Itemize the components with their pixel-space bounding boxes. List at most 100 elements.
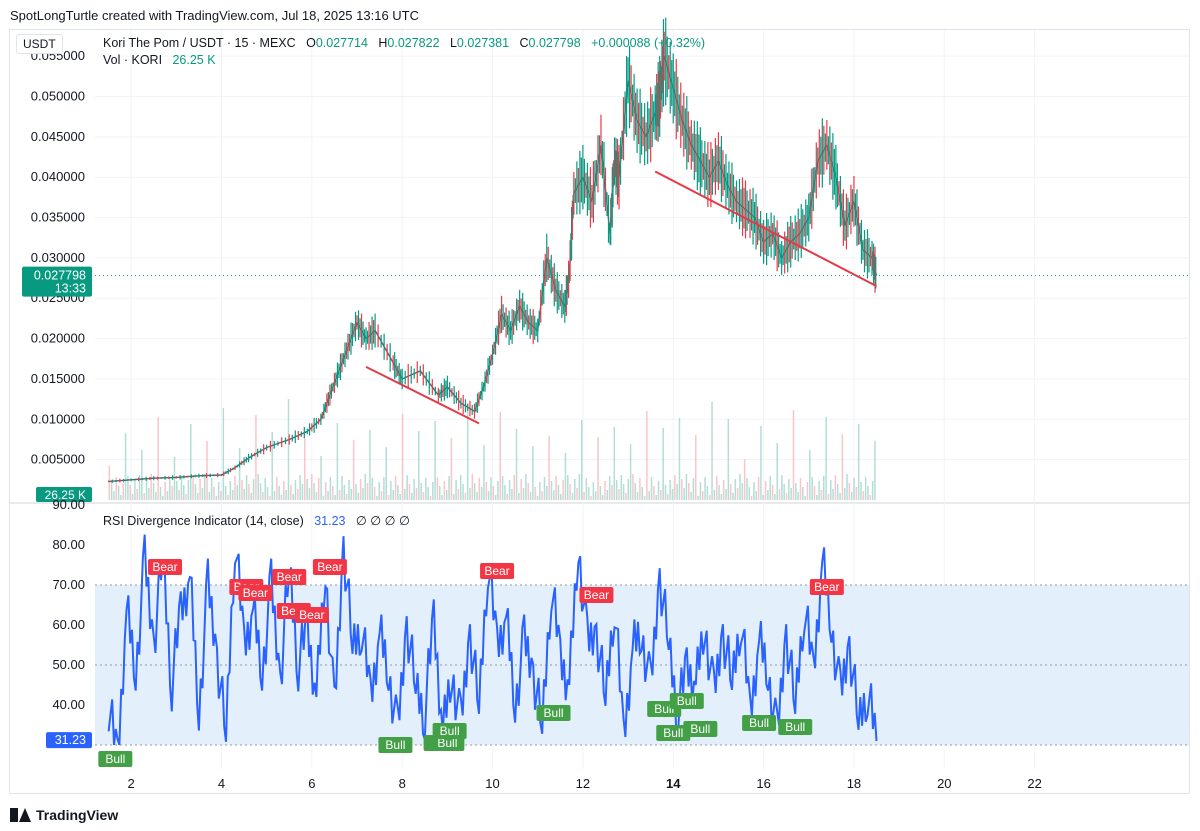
volume-bar: [399, 494, 401, 500]
volume-bar: [201, 488, 204, 500]
volume-label[interactable]: Vol · KORI: [103, 53, 163, 67]
volume-bar: [836, 484, 839, 500]
volume-bar: [478, 478, 481, 500]
volume-legend: Vol · KORI 26.25 K: [103, 53, 216, 67]
volume-bar: [415, 488, 418, 500]
close-label: C: [519, 36, 529, 50]
volume-bar: [257, 474, 259, 500]
volume-bar: [485, 482, 488, 500]
volume-bar: [690, 492, 692, 500]
bear-label: [272, 569, 307, 585]
volume-bar: [259, 483, 262, 500]
volume-bar: [590, 496, 592, 500]
volume-bar: [459, 475, 462, 500]
main-legend: Kori The Pom / USDT · 15 · MEXC O0.02771…: [103, 36, 705, 50]
bear-label: [238, 585, 273, 601]
symbol-name[interactable]: Kori The Pom / USDT · 15 · MEXC: [103, 36, 296, 50]
volume-bar: [434, 421, 436, 500]
close-value: 0.027798: [528, 36, 581, 50]
time-tick-label: 12: [576, 776, 590, 791]
volume-bar: [208, 492, 211, 500]
volume-bar: [313, 483, 315, 500]
volume-bar: [462, 484, 464, 500]
volume-bar: [406, 475, 408, 500]
volume-bar: [341, 476, 343, 500]
bull-label: [432, 723, 467, 739]
volume-bar: [397, 485, 399, 500]
volume-bar: [718, 485, 720, 500]
volume-bar: [173, 457, 176, 500]
volume-bar: [853, 478, 855, 500]
volume-bar: [764, 481, 767, 500]
volume-bar: [290, 485, 292, 500]
divergence-label-text: Bear: [277, 570, 302, 584]
volume-bar: [729, 484, 732, 500]
volume-bar: [848, 483, 851, 500]
price-tick-label: 0.040000: [31, 169, 85, 184]
volume-bar: [606, 490, 609, 500]
volume-bar: [131, 494, 134, 500]
time-tick-label: 14: [666, 776, 681, 791]
volume-bar: [506, 494, 509, 500]
volume-bar: [816, 495, 818, 500]
volume-bar: [715, 476, 718, 500]
volume-bar: [625, 493, 627, 500]
volume-bar: [134, 480, 136, 500]
volume-bar: [683, 488, 685, 500]
volume-bar: [664, 485, 667, 500]
volume-bar: [655, 495, 657, 500]
volume-bar: [739, 474, 741, 500]
volume-bar: [701, 491, 704, 500]
volume-bar: [646, 411, 648, 500]
volume-bar: [362, 488, 364, 500]
volume-bar: [622, 484, 625, 500]
volume-bar: [308, 488, 311, 500]
volume-bar: [359, 479, 362, 500]
volume-bar: [245, 475, 248, 500]
tradingview-logo[interactable]: TradingView: [10, 807, 118, 823]
volume-bar: [141, 450, 143, 500]
volume-bar: [345, 494, 348, 500]
volume-bar: [196, 493, 199, 500]
volume-bar: [215, 496, 218, 500]
volume-bar: [322, 496, 325, 500]
bear-label: [148, 559, 183, 575]
volume-bar: [413, 479, 415, 500]
volume-bar: [576, 488, 578, 500]
volume-bar: [138, 475, 141, 500]
volume-bar: [753, 482, 755, 500]
volume-bar: [371, 478, 374, 500]
price-tick-label: 0.035000: [31, 210, 85, 225]
volume-bar: [732, 493, 734, 500]
volume-bar: [276, 477, 278, 500]
volume-bar: [667, 494, 669, 500]
volume-bar: [404, 489, 406, 500]
last-price-badge: [22, 266, 92, 297]
divergence-label-text: Bull: [690, 722, 710, 736]
rsi-title[interactable]: RSI Divergence Indicator (14, close): [103, 514, 304, 528]
bear-label: [809, 579, 844, 595]
volume-bar: [874, 441, 876, 500]
quote-currency-button[interactable]: USDT: [16, 34, 63, 54]
volume-bar: [262, 492, 264, 500]
divergence-label-text: Bear: [584, 588, 609, 602]
volume-bar: [662, 428, 664, 500]
volume-bar: [748, 487, 751, 500]
volume-bar: [634, 483, 637, 500]
volume-bar: [110, 482, 113, 500]
volume-bar: [203, 474, 206, 500]
volume-bar: [113, 491, 115, 500]
volume-bar: [206, 441, 208, 500]
volume-bar: [213, 487, 215, 500]
volume-bar: [520, 479, 522, 500]
time-tick-label: 22: [1027, 776, 1041, 791]
volume-bar: [592, 482, 595, 500]
volume-bar: [143, 493, 145, 500]
volume-bar: [601, 495, 604, 500]
bull-label: [378, 737, 413, 753]
volume-bar: [455, 480, 457, 500]
volume-bar: [802, 487, 804, 500]
volume-bar: [490, 477, 492, 500]
volume-bar: [124, 433, 127, 500]
